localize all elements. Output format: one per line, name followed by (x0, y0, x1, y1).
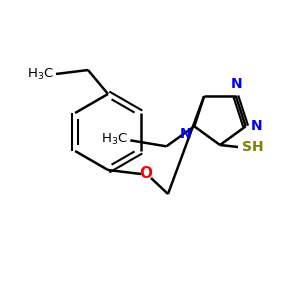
Text: N: N (231, 77, 243, 91)
Text: N: N (180, 127, 191, 141)
Text: H$_3$C: H$_3$C (101, 132, 128, 147)
Text: N: N (251, 119, 262, 133)
Text: SH: SH (242, 140, 264, 154)
Text: H$_3$C: H$_3$C (27, 66, 54, 82)
Text: O: O (140, 167, 152, 182)
